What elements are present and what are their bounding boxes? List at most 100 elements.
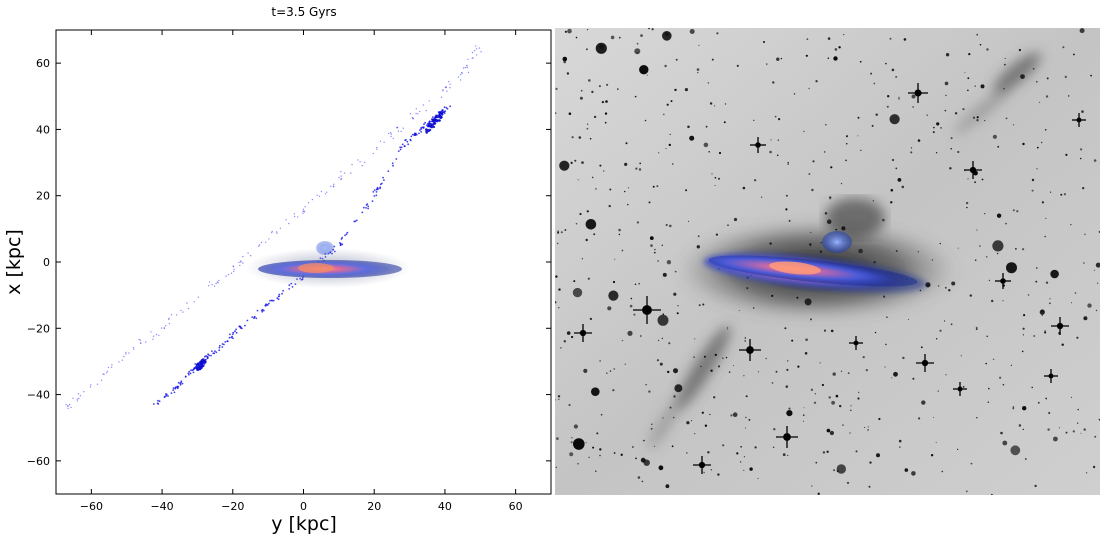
stream-particle [410, 135, 413, 138]
bright-star [849, 336, 863, 350]
star [980, 84, 985, 89]
star [555, 399, 556, 401]
stream-particle [78, 397, 80, 400]
stream-particle [409, 113, 412, 115]
star [564, 30, 567, 33]
star [644, 119, 647, 122]
stream-particle [376, 148, 378, 150]
star [727, 328, 729, 330]
stream-particle [233, 270, 235, 273]
star [775, 370, 778, 373]
stream-particle [376, 186, 379, 189]
stream-particle [226, 340, 229, 343]
star [987, 401, 990, 404]
star [791, 339, 794, 342]
star [1012, 124, 1015, 126]
star [911, 94, 916, 99]
star [717, 365, 721, 368]
x-tick-label: −60 [80, 500, 103, 513]
stream-particle [118, 361, 120, 363]
star [1061, 343, 1064, 346]
stream-knot-particle [425, 130, 428, 133]
star [930, 454, 934, 457]
star [1062, 46, 1065, 49]
star [557, 230, 560, 233]
star [868, 485, 871, 488]
stream-particle [376, 146, 378, 149]
stream-particle [221, 343, 224, 345]
stream-particle [318, 195, 321, 197]
star [705, 125, 708, 128]
stream-knot-particle [434, 115, 437, 119]
star [918, 417, 921, 420]
star [988, 279, 991, 282]
star [1067, 95, 1070, 97]
star [957, 150, 960, 154]
star [696, 68, 700, 71]
star [1092, 465, 1096, 469]
star [566, 72, 570, 75]
stream-particle [79, 395, 82, 397]
star [657, 260, 659, 262]
stream-particle [235, 331, 238, 334]
stream-particle [373, 189, 376, 192]
stream-particle [204, 355, 206, 358]
star [885, 343, 887, 346]
stream-particle [350, 172, 352, 174]
star [957, 448, 959, 450]
stream-particle [150, 331, 152, 333]
star [1000, 431, 1003, 435]
star [1087, 303, 1092, 308]
stream-particle [188, 373, 190, 376]
stream-particle [379, 187, 381, 190]
star [984, 119, 986, 122]
star [769, 150, 772, 154]
star [658, 152, 660, 154]
star [555, 275, 558, 278]
star [830, 329, 834, 333]
stream-particle [302, 208, 305, 210]
star [1031, 178, 1035, 182]
star [845, 142, 848, 145]
star [969, 294, 972, 297]
star [562, 56, 568, 62]
star [901, 185, 905, 189]
stream-particle [276, 231, 278, 233]
star [638, 282, 641, 285]
stream-particle [128, 352, 130, 354]
star [826, 428, 831, 433]
star [730, 414, 733, 417]
star [883, 295, 886, 298]
star [822, 451, 826, 454]
star [686, 421, 690, 425]
stream-particle [110, 366, 113, 368]
star [595, 470, 597, 473]
star [912, 106, 914, 108]
star [962, 108, 965, 111]
star [1093, 159, 1097, 162]
stream-particle [271, 230, 273, 233]
star [1045, 95, 1049, 98]
y-tick-label: 0 [43, 256, 50, 269]
star [608, 290, 619, 301]
stream-particle [421, 126, 424, 129]
star [566, 331, 571, 335]
star [950, 147, 952, 150]
star [788, 219, 791, 222]
star [1035, 267, 1038, 269]
star [600, 413, 603, 416]
star [1036, 146, 1039, 149]
star [671, 163, 674, 165]
star [1080, 432, 1082, 434]
star [827, 37, 831, 40]
star [1041, 309, 1044, 312]
stream-particle [168, 317, 170, 320]
bright-star [693, 456, 711, 474]
star [823, 329, 827, 332]
star [583, 368, 588, 373]
star [745, 395, 748, 398]
stream-particle [173, 391, 176, 394]
star [962, 386, 965, 388]
stream-particle [170, 392, 173, 394]
stream-knot-particle [438, 119, 441, 122]
